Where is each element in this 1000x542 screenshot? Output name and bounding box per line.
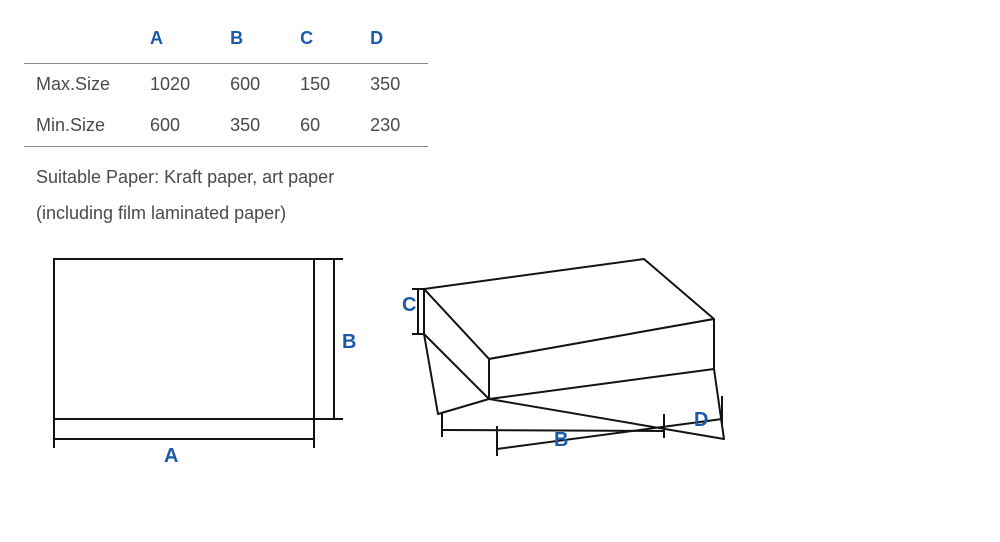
note-line-2: (including film laminated paper) <box>36 195 976 231</box>
dim-label-C: C <box>402 294 416 317</box>
col-B: B <box>218 18 288 64</box>
table-row: Min.Size 600 350 60 230 <box>24 105 428 147</box>
row-label: Max.Size <box>24 64 138 105</box>
cell: 600 <box>138 105 218 147</box>
table-row: Max.Size 1020 600 150 350 <box>24 64 428 105</box>
cell: 350 <box>358 64 428 105</box>
cell: 230 <box>358 105 428 147</box>
cell: 1020 <box>138 64 218 105</box>
note-line-1: Suitable Paper: Kraft paper, art paper <box>36 159 976 195</box>
cell: 150 <box>288 64 358 105</box>
notes: Suitable Paper: Kraft paper, art paper (… <box>36 159 976 231</box>
row-label: Min.Size <box>24 105 138 147</box>
col-D: D <box>358 18 428 64</box>
cell: 350 <box>218 105 288 147</box>
dim-label-B2: B <box>554 429 568 452</box>
cell: 60 <box>288 105 358 147</box>
col-A: A <box>138 18 218 64</box>
dim-label-D: D <box>694 409 708 432</box>
dim-label-B: B <box>342 331 356 354</box>
cell: 600 <box>218 64 288 105</box>
size-table: A B C D Max.Size 1020 600 150 350 Min.Si… <box>24 18 428 147</box>
diagram-svg <box>24 239 744 479</box>
col-blank <box>24 18 138 64</box>
dim-label-A: A <box>164 445 178 468</box>
dimension-diagram: A B C B D <box>24 239 744 479</box>
col-C: C <box>288 18 358 64</box>
